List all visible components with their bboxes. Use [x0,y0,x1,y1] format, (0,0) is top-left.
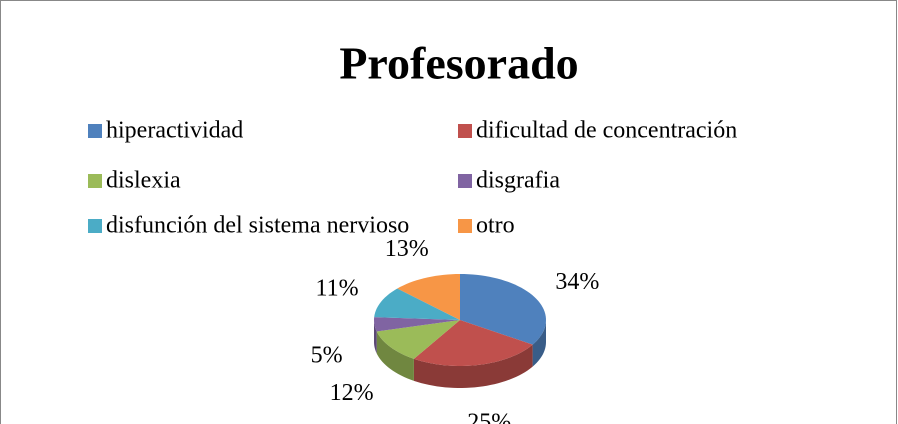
data-label: 25% [467,410,511,424]
data-label: 11% [315,275,358,301]
slice [397,274,460,320]
legend-swatch [88,219,102,233]
legend-label: otro [476,213,515,239]
data-label: 5% [311,343,343,369]
legend-label: dislexia [106,168,181,194]
legend-swatch [458,124,472,138]
slice [460,274,546,345]
slice [376,320,460,359]
legend-label: dificultad de concentración [476,118,737,144]
slice [413,320,533,366]
slice-side [374,320,377,354]
legend-label: disgrafia [476,168,560,194]
data-label: 13% [385,236,429,262]
chart-title: Profesorado [339,38,578,89]
legend-swatch [458,174,472,188]
data-label: 34% [555,269,599,295]
legend-label: hiperactividad [106,118,243,144]
legend-label: disfunción del sistema nervioso [106,213,409,239]
legend-swatch [458,219,472,233]
slice-side [376,331,414,381]
slice [374,317,460,332]
legend-swatch [88,124,102,138]
slice-side [413,344,533,388]
slice [374,288,460,320]
slice-side [532,320,546,367]
legend-swatch [88,174,102,188]
data-label: 12% [330,380,374,406]
